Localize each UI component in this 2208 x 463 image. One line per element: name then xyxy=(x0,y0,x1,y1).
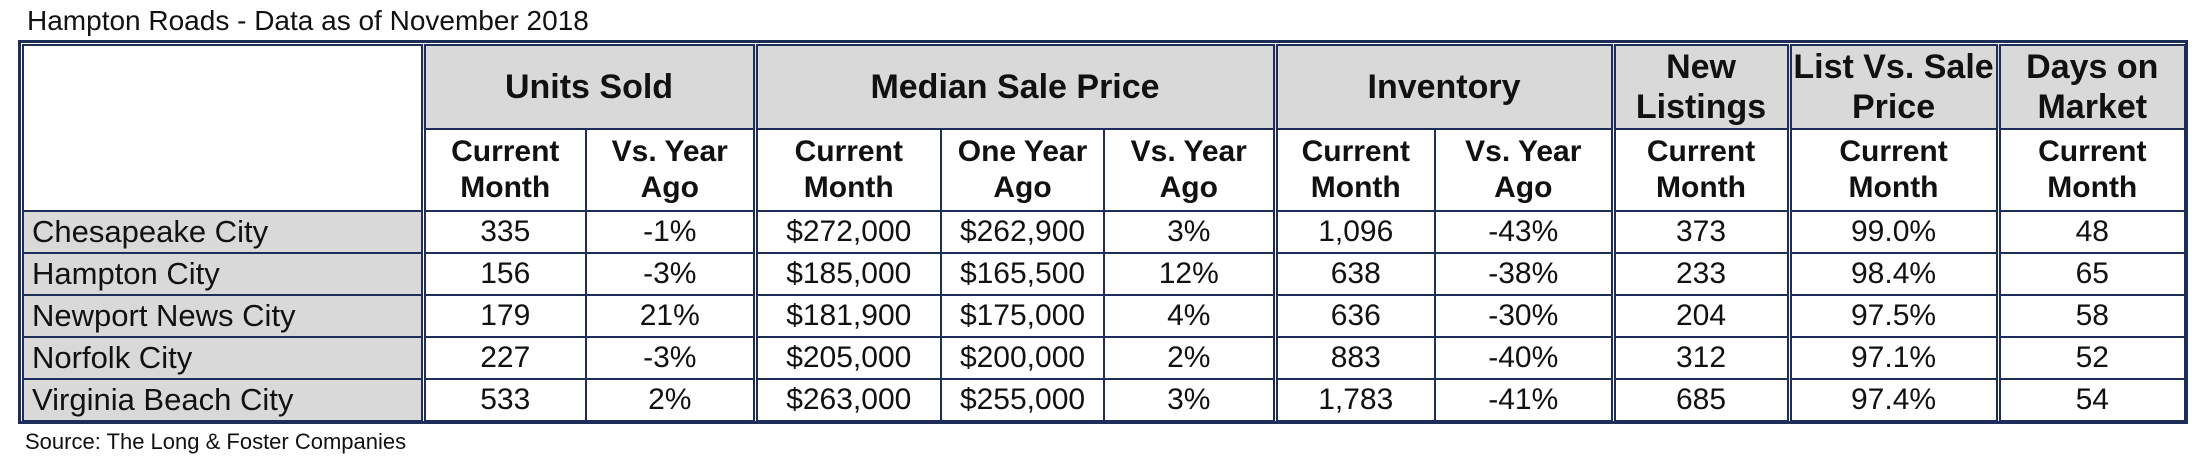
group-list-vs-sale: List Vs. Sale Price xyxy=(1788,44,2001,130)
inv-current: 636 xyxy=(1274,294,1437,338)
price-current: $263,000 xyxy=(754,378,943,422)
units-vs: -1% xyxy=(584,210,758,254)
group-units-sold: Units Sold xyxy=(421,44,758,130)
price-year-ago: $255,000 xyxy=(940,378,1106,422)
inv-vs: -38% xyxy=(1434,252,1616,296)
price-current: $185,000 xyxy=(754,252,943,296)
units-current: 227 xyxy=(422,336,587,380)
units-vs: 21% xyxy=(584,294,758,338)
price-vs: 2% xyxy=(1103,336,1278,380)
units-vs: 2% xyxy=(584,378,758,422)
sub-price-current: Current Month xyxy=(754,128,943,212)
city-name: Virginia Beach City xyxy=(22,378,426,422)
group-days-on-market: Days on Market xyxy=(1997,44,2187,130)
price-vs: 3% xyxy=(1103,210,1278,254)
inv-vs: -41% xyxy=(1434,378,1616,422)
group-new-listings: New Listings xyxy=(1612,44,1792,130)
group-median-sale-price: Median Sale Price xyxy=(754,44,1278,130)
days-on-market: 52 xyxy=(1997,336,2187,380)
sub-units-vs: Vs. Year Ago xyxy=(584,128,758,212)
list-vs-sale: 97.4% xyxy=(1788,378,2001,422)
inv-current: 1,096 xyxy=(1274,210,1437,254)
corner-cell xyxy=(22,44,426,212)
market-data-table: Units Sold Median Sale Price Inventory N… xyxy=(22,44,2187,422)
table-row: Hampton City 156 -3% $185,000 $165,500 1… xyxy=(22,252,2187,296)
group-inventory: Inventory xyxy=(1274,44,1616,130)
sub-dom-current: Current Month xyxy=(1997,128,2187,212)
source-note: Source: The Long & Foster Companies xyxy=(25,429,407,454)
price-current: $181,900 xyxy=(754,294,943,338)
days-on-market: 58 xyxy=(1997,294,2187,338)
sub-units-current: Current Month xyxy=(422,128,587,212)
price-year-ago: $175,000 xyxy=(940,294,1106,338)
units-vs: -3% xyxy=(584,252,758,296)
new-listings: 204 xyxy=(1612,294,1792,338)
table-row: Virginia Beach City 533 2% $263,000 $255… xyxy=(22,378,2187,422)
page-title: Hampton Roads - Data as of November 2018 xyxy=(27,5,589,36)
inv-current: 883 xyxy=(1274,336,1437,380)
list-vs-sale: 98.4% xyxy=(1788,252,2001,296)
days-on-market: 54 xyxy=(1997,378,2187,422)
price-year-ago: $200,000 xyxy=(940,336,1106,380)
sub-inv-vs: Vs. Year Ago xyxy=(1434,128,1616,212)
new-listings: 312 xyxy=(1612,336,1792,380)
price-year-ago: $262,900 xyxy=(940,210,1106,254)
list-vs-sale: 97.1% xyxy=(1788,336,2001,380)
sub-price-vs: Vs. Year Ago xyxy=(1103,128,1278,212)
price-vs: 12% xyxy=(1103,252,1278,296)
table-row: Newport News City 179 21% $181,900 $175,… xyxy=(22,294,2187,338)
units-current: 156 xyxy=(422,252,587,296)
city-name: Newport News City xyxy=(22,294,426,338)
price-year-ago: $165,500 xyxy=(940,252,1106,296)
city-name: Norfolk City xyxy=(22,336,426,380)
units-current: 335 xyxy=(422,210,587,254)
inv-vs: -30% xyxy=(1434,294,1616,338)
price-vs: 3% xyxy=(1103,378,1278,422)
list-vs-sale: 99.0% xyxy=(1788,210,2001,254)
units-current: 179 xyxy=(422,294,587,338)
days-on-market: 65 xyxy=(1997,252,2187,296)
table-row: Norfolk City 227 -3% $205,000 $200,000 2… xyxy=(22,336,2187,380)
new-listings: 685 xyxy=(1612,378,1792,422)
inv-current: 1,783 xyxy=(1274,378,1437,422)
table-row: Chesapeake City 335 -1% $272,000 $262,90… xyxy=(22,210,2187,254)
city-name: Hampton City xyxy=(22,252,426,296)
sub-inv-current: Current Month xyxy=(1274,128,1437,212)
new-listings: 373 xyxy=(1612,210,1792,254)
table-frame xyxy=(18,40,2188,424)
price-current: $272,000 xyxy=(754,210,943,254)
list-vs-sale: 97.5% xyxy=(1788,294,2001,338)
inv-vs: -43% xyxy=(1434,210,1616,254)
units-current: 533 xyxy=(422,378,587,422)
price-vs: 4% xyxy=(1103,294,1278,338)
inv-vs: -40% xyxy=(1434,336,1616,380)
sub-list-vs-sale-current: Current Month xyxy=(1788,128,2001,212)
city-name: Chesapeake City xyxy=(22,210,426,254)
sub-price-year-ago: One Year Ago xyxy=(940,128,1106,212)
days-on-market: 48 xyxy=(1997,210,2187,254)
units-vs: -3% xyxy=(584,336,758,380)
price-current: $205,000 xyxy=(754,336,943,380)
inv-current: 638 xyxy=(1274,252,1437,296)
sub-new-listings-current: Current Month xyxy=(1612,128,1792,212)
new-listings: 233 xyxy=(1612,252,1792,296)
